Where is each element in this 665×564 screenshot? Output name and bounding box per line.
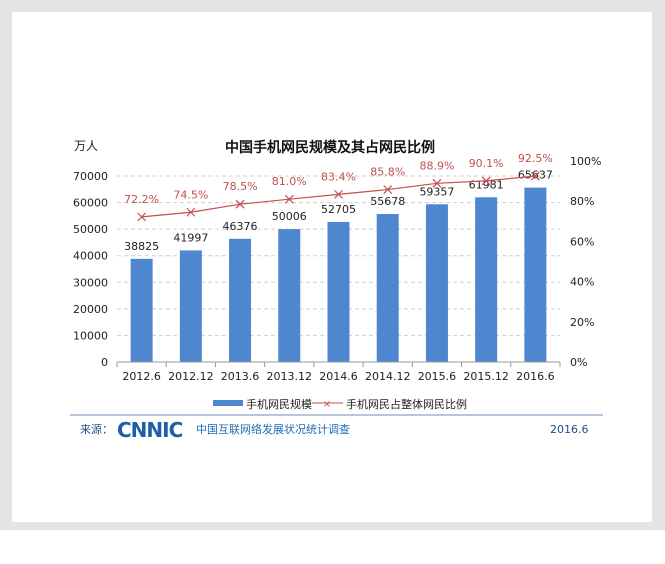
- bar: [524, 187, 547, 362]
- ratio-marker: [284, 194, 294, 204]
- y2-tick-label: 40%: [570, 276, 594, 289]
- bar-value-label: 50006: [272, 210, 307, 223]
- ratio-value-label: 90.1%: [469, 157, 504, 170]
- footer-org: 中国互联网络发展状况统计调查: [196, 422, 350, 436]
- y2-tick-label: 20%: [570, 316, 594, 329]
- legend-x-marker-icon: ×: [323, 399, 331, 410]
- footer-date: 2016.6: [550, 423, 589, 436]
- ratio-marker: [481, 176, 491, 186]
- ratio-marker: [137, 212, 147, 222]
- bar: [475, 197, 498, 362]
- x-tick-label: 2014.12: [365, 370, 411, 383]
- cnnic-logo: CNNIC: [117, 418, 183, 442]
- y-tick-label: 70000: [73, 170, 108, 183]
- y-tick-label: 60000: [73, 197, 108, 210]
- bar-value-label: 52705: [321, 203, 356, 216]
- bar: [179, 250, 202, 362]
- y-tick-label: 40000: [73, 250, 108, 263]
- y-tick-label: 30000: [73, 276, 108, 289]
- x-tick-label: 2012.6: [122, 370, 161, 383]
- bar-value-label: 46376: [223, 220, 258, 233]
- bar-value-label: 55678: [370, 195, 405, 208]
- ratio-value-label: 85.8%: [370, 166, 405, 179]
- legend-line-label: 手机网民占整体网民比例: [346, 397, 467, 411]
- y2-tick-label: 100%: [570, 155, 601, 168]
- legend-bar-swatch: [213, 400, 243, 406]
- ratio-value-label: 81.0%: [272, 175, 307, 188]
- x-tick-label: 2013.6: [221, 370, 260, 383]
- bar: [376, 214, 399, 362]
- bar: [327, 221, 350, 362]
- bar-value-label: 41997: [173, 231, 208, 244]
- bar: [278, 229, 301, 362]
- x-tick-label: 2016.6: [516, 370, 555, 383]
- ratio-marker: [383, 185, 393, 194]
- bar: [229, 238, 252, 362]
- x-tick-label: 2013.12: [267, 370, 313, 383]
- x-tick-label: 2012.12: [168, 370, 214, 383]
- footer-source-label: 来源：: [80, 422, 113, 436]
- y-tick-label: 10000: [73, 329, 108, 342]
- legend: 手机网民规模 × 手机网民占整体网民比例: [213, 397, 467, 411]
- x-tick-label: 2015.12: [463, 370, 509, 383]
- legend-bar-label: 手机网民规模: [246, 397, 312, 411]
- ratio-value-label: 83.4%: [321, 170, 356, 183]
- bar-value-label: 65637: [518, 169, 553, 182]
- y-tick-label: 50000: [73, 223, 108, 236]
- y2-tick-label: 60%: [570, 235, 594, 248]
- y2-tick-label: 80%: [570, 195, 594, 208]
- y-axis-unit: 万人: [74, 139, 98, 153]
- ratio-marker: [334, 189, 343, 199]
- ratio-value-label: 92.5%: [518, 152, 553, 165]
- ratio-marker: [186, 207, 196, 217]
- bar: [425, 204, 448, 362]
- y-tick-label: 0: [101, 356, 108, 369]
- ratio-value-label: 88.9%: [419, 159, 454, 172]
- bar-value-label: 59357: [419, 185, 454, 198]
- ratio-marker: [432, 178, 442, 188]
- y-tick-label: 20000: [73, 303, 108, 316]
- y2-tick-label: 0%: [570, 356, 587, 369]
- chart-title: 中国手机网民规模及其占网民比例: [225, 139, 435, 156]
- x-tick-label: 2014.6: [319, 370, 358, 383]
- ratio-marker: [235, 199, 245, 209]
- ratio-value-label: 78.5%: [223, 180, 258, 193]
- ratio-value-label: 74.5%: [173, 188, 208, 201]
- ratio-marker: [530, 171, 540, 181]
- ratio-value-label: 72.2%: [124, 193, 159, 206]
- x-tick-label: 2015.6: [418, 370, 457, 383]
- bar-value-label: 38825: [124, 240, 159, 253]
- bar: [130, 258, 153, 362]
